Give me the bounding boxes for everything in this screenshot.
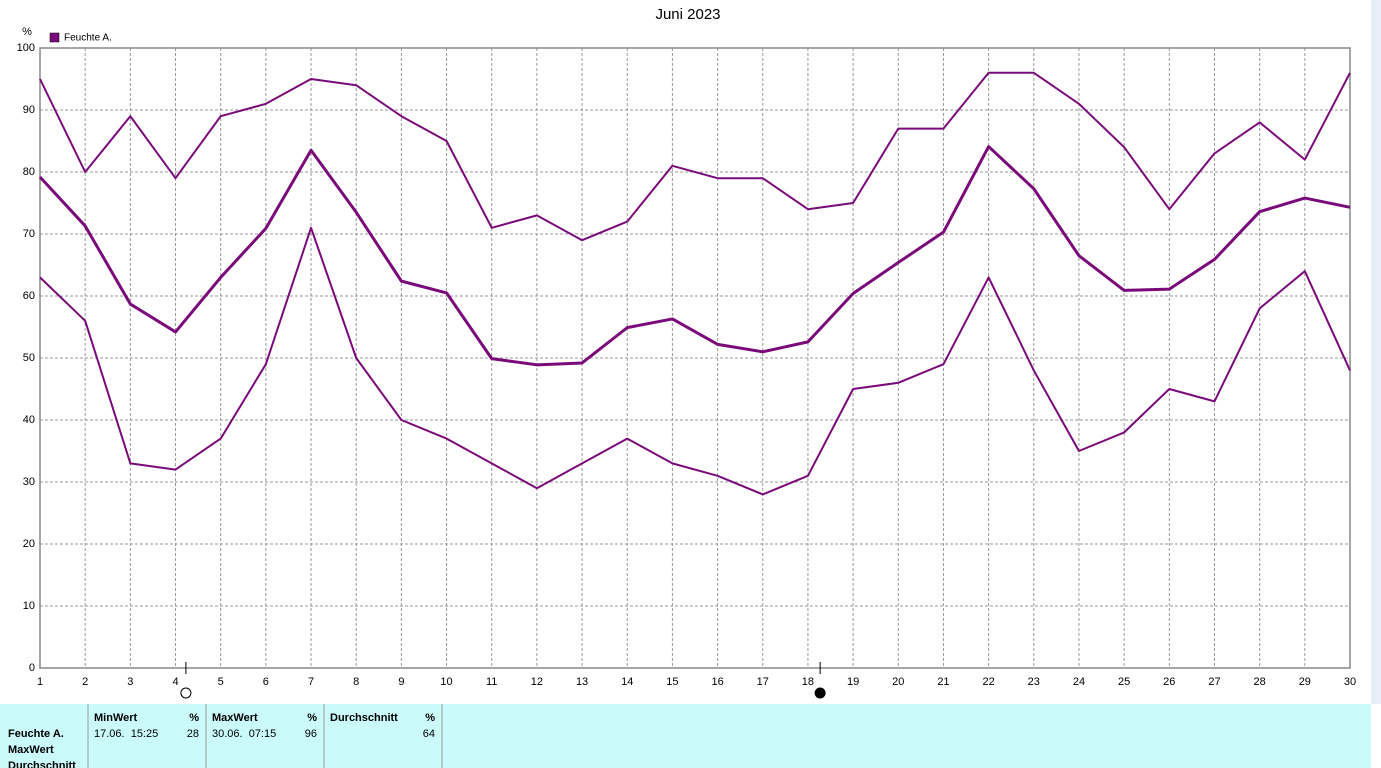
side-strip [1371, 0, 1381, 704]
legend-swatch [49, 32, 60, 43]
column-unit: % [425, 712, 435, 724]
y-tick-label: 10 [23, 600, 35, 612]
x-tick-label: 14 [621, 676, 633, 688]
x-tick-label: 30 [1344, 676, 1356, 688]
chart-title: Juni 2023 [655, 6, 720, 23]
x-tick-label: 20 [892, 676, 904, 688]
x-tick-label: 3 [127, 676, 133, 688]
column-header: MinWert [94, 712, 138, 724]
x-tick-label: 2 [82, 676, 88, 688]
column-unit: % [307, 712, 317, 724]
x-tick-label: 26 [1163, 676, 1175, 688]
x-tick-label: 15 [666, 676, 678, 688]
row-label: Durchschnitt [8, 760, 76, 768]
column-time: 17.06. 15:25 [94, 728, 158, 740]
x-tick-label: 6 [263, 676, 269, 688]
y-axis-label: % [22, 26, 32, 38]
x-tick-label: 7 [308, 676, 314, 688]
x-tick-label: 27 [1208, 676, 1220, 688]
column-value: 28 [187, 728, 199, 740]
x-tick-label: 12 [531, 676, 543, 688]
x-tick-label: 28 [1254, 676, 1266, 688]
row-label: Feuchte A. [8, 728, 64, 740]
column-value: 64 [423, 728, 435, 740]
legend-label: Feuchte A. [64, 33, 112, 44]
y-tick-label: 50 [23, 352, 35, 364]
y-tick-label: 0 [29, 662, 35, 674]
x-tick-label: 19 [847, 676, 859, 688]
y-tick-label: 60 [23, 290, 35, 302]
x-tick-label: 1 [37, 676, 43, 688]
table-panel [0, 704, 1371, 768]
x-tick-label: 29 [1299, 676, 1311, 688]
column-unit: % [189, 712, 199, 724]
x-tick-label: 11 [486, 676, 497, 688]
x-tick-label: 8 [353, 676, 359, 688]
y-tick-label: 70 [23, 228, 35, 240]
column-header: MaxWert [212, 712, 258, 724]
data-line [39, 226, 1351, 496]
y-tick-label: 20 [23, 538, 35, 550]
y-tick-label: 80 [23, 166, 35, 178]
y-tick-label: 100 [17, 42, 35, 54]
column-value: 96 [305, 728, 317, 740]
y-tick-label: 30 [23, 476, 35, 488]
column-time: 30.06. 07:15 [212, 728, 276, 740]
x-tick-label: 24 [1073, 676, 1085, 688]
x-tick-label: 22 [982, 676, 994, 688]
moon-phase [180, 687, 192, 699]
x-tick-label: 13 [576, 676, 588, 688]
x-tick-label: 18 [802, 676, 814, 688]
x-tick-label: 25 [1118, 676, 1130, 688]
y-tick-label: 40 [23, 414, 35, 426]
column-header: Durchschnitt [330, 712, 398, 724]
plot-frame [39, 47, 1351, 669]
x-tick-label: 10 [440, 676, 452, 688]
y-tick-label: 90 [23, 104, 35, 116]
data-line [38, 145, 1351, 367]
x-tick-label: 4 [172, 676, 178, 688]
x-tick-label: 21 [937, 676, 949, 688]
data-line [39, 71, 1351, 242]
x-tick-label: 23 [1028, 676, 1040, 688]
x-tick-label: 9 [398, 676, 404, 688]
x-tick-label: 17 [757, 676, 769, 688]
x-tick-label: 5 [218, 676, 224, 688]
row-label: MaxWert [8, 744, 54, 756]
x-tick-label: 16 [711, 676, 723, 688]
moon-phase [814, 687, 826, 699]
